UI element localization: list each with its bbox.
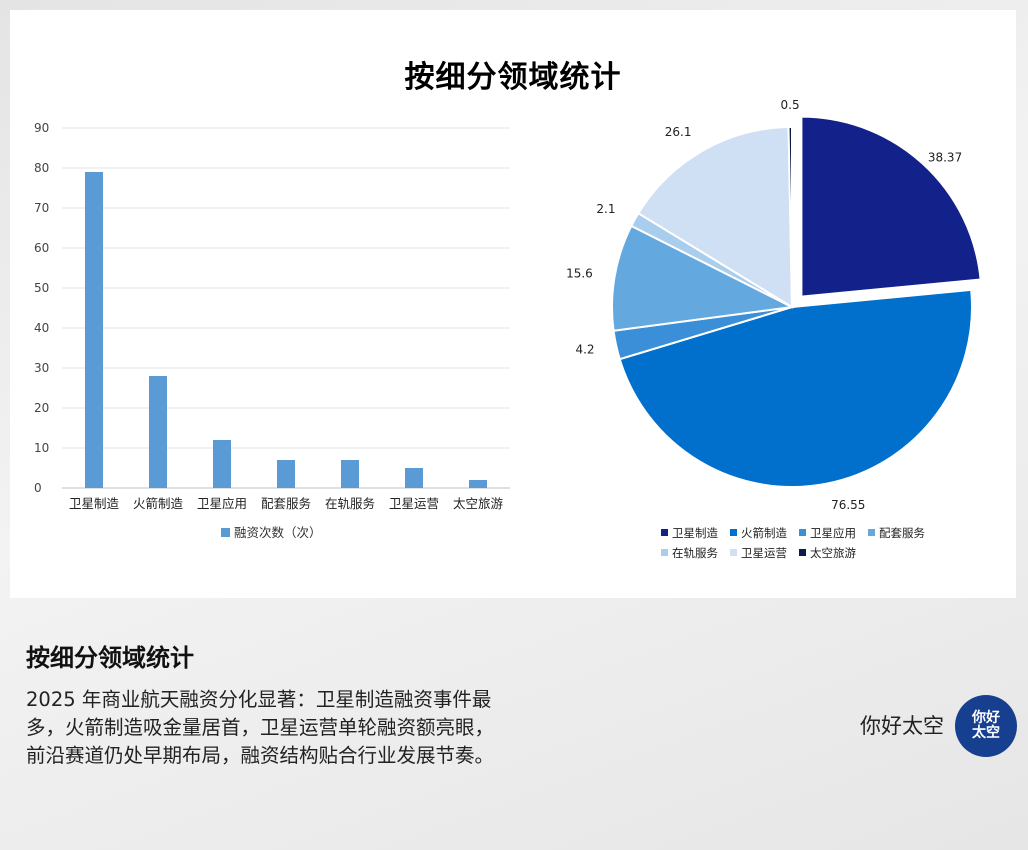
bar: [277, 460, 295, 488]
brand-logo-text: 你好太空: [972, 710, 1000, 741]
y-tick-label: 80: [34, 161, 49, 175]
footer-title: 按细分领域统计: [26, 644, 194, 672]
legend-swatch: [868, 529, 875, 536]
brand-name: 你好太空: [860, 714, 944, 738]
x-tick-label: 配套服务: [261, 496, 311, 511]
legend-label: 卫星运营: [741, 546, 787, 560]
pie-value-label: 4.2: [575, 343, 594, 357]
x-tick-label: 火箭制造: [133, 496, 184, 511]
legend-swatch: [221, 528, 230, 537]
legend-label: 配套服务: [879, 526, 925, 540]
pie-value-label: 38.37: [928, 151, 962, 165]
bar: [405, 468, 423, 488]
legend-swatch: [730, 549, 737, 556]
legend-label: 火箭制造: [741, 526, 787, 540]
brand-logo: 你好太空: [955, 695, 1017, 757]
bar: [469, 480, 487, 488]
legend-label: 在轨服务: [672, 546, 718, 560]
pie-slice: [636, 126, 794, 309]
y-tick-label: 30: [34, 361, 49, 375]
y-tick-label: 40: [34, 321, 49, 335]
pie-value-label: 15.6: [566, 266, 593, 280]
footer-description: 2025 年商业航天融资分化显著：卫星制造融资事件最多，火箭制造吸金量居首，卫星…: [26, 688, 495, 767]
legend-swatch: [661, 529, 668, 536]
chart-card: 按细分领域统计 0 10 20 30 40 50 60 70 80 90 卫星制造 火箭制造 卫星应用配…: [10, 10, 1016, 598]
pie-slice: [787, 125, 793, 308]
pie-value-label: 26.1: [665, 125, 692, 139]
chart-title: 按细分领域统计: [404, 60, 622, 95]
pie-value-label: 76.55: [831, 498, 865, 512]
pie-slice: [800, 115, 982, 298]
legend-label: 太空旅游: [810, 546, 856, 560]
pie-slice: [611, 224, 796, 332]
x-tick-label: 卫星制造: [69, 496, 120, 511]
bar: [213, 440, 231, 488]
pie-chart: 38.37 76.55 4.2 15.6 2.1 26.1 0.5 卫星制造 火箭制造 卫星应用 配…: [566, 98, 982, 560]
bar-chart: 0 10 20 30 40 50 60 70 80 90 卫星制造 火箭制造 卫星应用 配套服务 在轨服务卫…: [34, 121, 510, 540]
bar: [149, 376, 167, 488]
x-tick-label: 在轨服务: [325, 496, 375, 511]
x-tick-label: 卫星应用: [197, 496, 247, 511]
pie-value-label: 0.5: [781, 98, 800, 112]
legend-swatch: [730, 529, 737, 536]
legend-swatch: [661, 549, 668, 556]
x-tick-label: 卫星运营: [389, 496, 439, 511]
legend-label: 融资次数（次）: [234, 525, 322, 540]
y-tick-label: 70: [34, 201, 49, 215]
legend-label: 卫星应用: [810, 526, 856, 540]
x-tick-label: 太空旅游: [453, 496, 504, 511]
y-tick-label: 0: [34, 481, 42, 495]
y-tick-label: 90: [34, 121, 49, 135]
bar: [85, 172, 103, 488]
legend-swatch: [799, 549, 806, 556]
bar: [341, 460, 359, 488]
legend-swatch: [799, 529, 806, 536]
pie-slice: [618, 288, 973, 488]
y-tick-label: 60: [34, 241, 49, 255]
legend-label: 卫星制造: [672, 526, 718, 540]
y-tick-label: 20: [34, 401, 49, 415]
y-tick-label: 10: [34, 441, 49, 455]
y-tick-label: 50: [34, 281, 49, 295]
pie-value-label: 2.1: [596, 202, 615, 216]
